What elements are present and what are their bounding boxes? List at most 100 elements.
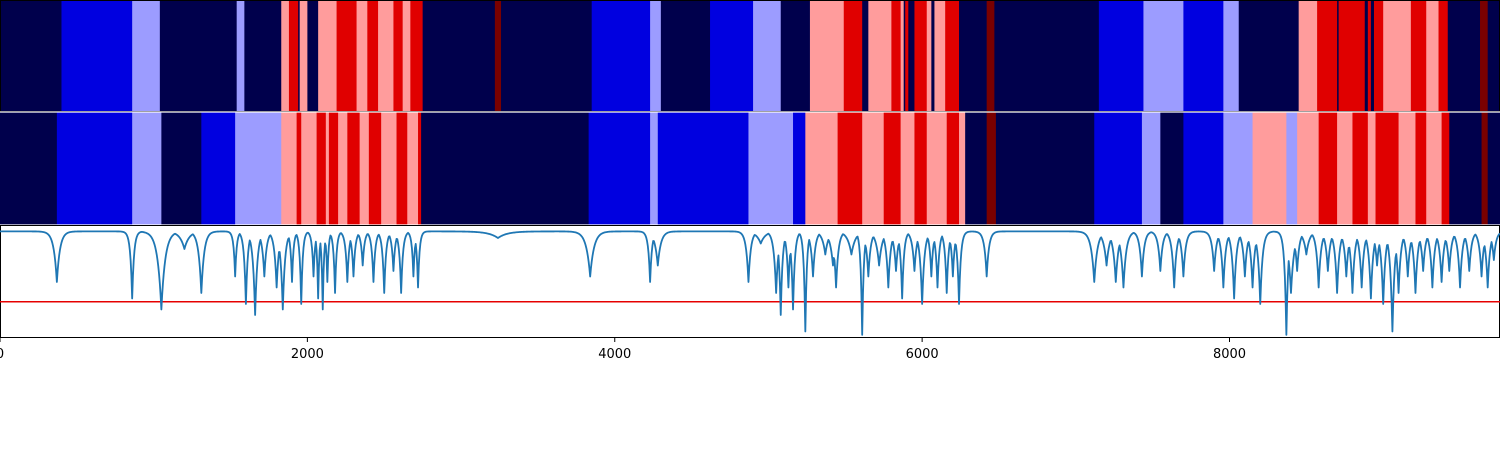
heatmap-cell-row1-10 bbox=[325, 112, 330, 225]
heatmap-cell-row0-27 bbox=[780, 0, 811, 112]
heatmap-cell-row1-53 bbox=[1415, 112, 1427, 225]
heatmap-cell-row0-28 bbox=[809, 0, 845, 112]
x-tick-label-6000: 6000 bbox=[906, 347, 939, 362]
heatmap-cell-row0-0 bbox=[0, 0, 63, 112]
heatmap-cell-row0-1 bbox=[61, 0, 133, 112]
heatmap-cell-row0-24 bbox=[660, 0, 711, 112]
heatmap-cell-row0-33 bbox=[900, 0, 905, 112]
heatmap-cell-row0-19 bbox=[422, 0, 496, 112]
heatmap-cell-row1-47 bbox=[1318, 112, 1338, 225]
heatmap-cell-row1-22 bbox=[650, 112, 659, 225]
heatmap-cell-row0-18 bbox=[410, 0, 424, 112]
heatmap-cell-row0-13 bbox=[356, 0, 368, 112]
heatmap-cell-row1-36 bbox=[965, 112, 988, 225]
heatmap-cell-row0-7 bbox=[288, 0, 299, 112]
heatmap-cell-row1-33 bbox=[926, 112, 948, 225]
heatmap-cell-row0-43 bbox=[986, 0, 995, 112]
x-axis: 0 2000 4000 6000 8000 bbox=[0, 338, 1246, 362]
heatmap-cell-row1-7 bbox=[296, 112, 302, 225]
heatmap-cell-row0-34 bbox=[903, 0, 906, 112]
heatmap-cell-row0-22 bbox=[591, 0, 651, 112]
heatmap-cell-row0-3 bbox=[159, 0, 238, 112]
heatmap-cell-row1-45 bbox=[1286, 112, 1298, 225]
heatmap-cell-row0-32 bbox=[891, 0, 902, 112]
heatmap-cell-row1-3 bbox=[161, 112, 202, 225]
heatmap-cell-row0-42 bbox=[959, 0, 988, 112]
heatmap-cell-row0-47 bbox=[1183, 0, 1224, 112]
heatmap-cell-row0-64 bbox=[1447, 0, 1481, 112]
heatmap-cell-row1-58 bbox=[1487, 112, 1500, 225]
heatmap-cell-row0-51 bbox=[1298, 0, 1318, 112]
heatmap-cell-row1-41 bbox=[1160, 112, 1184, 225]
heatmap-cell-row1-27 bbox=[805, 112, 839, 225]
heatmap-cell-row0-20 bbox=[494, 0, 502, 112]
heatmap-cell-row0-4 bbox=[236, 0, 245, 112]
heatmap-cell-row0-23 bbox=[650, 0, 662, 112]
signal-line-panel bbox=[0, 225, 1500, 338]
heatmap-cell-row0-10 bbox=[307, 0, 319, 112]
heatmap-cell-row1-30 bbox=[883, 112, 902, 225]
heatmap-cell-row0-50 bbox=[1260, 0, 1300, 112]
heatmap-cell-row0-26 bbox=[753, 0, 782, 112]
heatmap-cell-row1-35 bbox=[959, 112, 966, 225]
heatmap-cell-row0-40 bbox=[934, 0, 946, 112]
heatmap-cell-row0-48 bbox=[1223, 0, 1240, 112]
heatmap-cell-row1-43 bbox=[1223, 112, 1254, 225]
heatmap-cell-row1-28 bbox=[837, 112, 863, 225]
heatmap-cell-row0-35 bbox=[905, 0, 909, 112]
heatmap-cell-row0-66 bbox=[1487, 0, 1500, 112]
heatmap-cell-row0-55 bbox=[1364, 0, 1369, 112]
heatmap-cell-row1-37 bbox=[986, 112, 997, 225]
heatmap-cell-row0-52 bbox=[1317, 0, 1338, 112]
x-tick-label-2000: 2000 bbox=[291, 347, 324, 362]
heatmap-cell-row0-57 bbox=[1370, 0, 1375, 112]
heatmap-cell-row1-48 bbox=[1337, 112, 1354, 225]
heatmap-cell-row1-42 bbox=[1183, 112, 1224, 225]
heatmap-cell-row0-49 bbox=[1238, 0, 1261, 112]
x-tick-label-0: 0 bbox=[0, 347, 4, 362]
heatmap-cell-row1-1 bbox=[56, 112, 133, 225]
heatmap-cell-row1-4 bbox=[201, 112, 236, 225]
heatmap-cell-row1-29 bbox=[862, 112, 885, 225]
heatmap-cell-row0-41 bbox=[945, 0, 960, 112]
heatmap-cell-row0-46 bbox=[1143, 0, 1184, 112]
heatmap-cell-row0-37 bbox=[914, 0, 928, 112]
x-tick-label-4000: 4000 bbox=[598, 347, 631, 362]
heatmap-cell-row1-14 bbox=[359, 112, 370, 225]
heatmap-cell-row0-16 bbox=[393, 0, 404, 112]
heatmap-cell-row1-25 bbox=[782, 112, 794, 225]
heatmap-cell-row0-44 bbox=[994, 0, 1100, 112]
heatmap-cell-row1-52 bbox=[1398, 112, 1417, 225]
heatmap-cell-row0-21 bbox=[501, 0, 593, 112]
heatmap-cell-row0-29 bbox=[843, 0, 863, 112]
heatmap-cell-row1-6 bbox=[281, 112, 298, 225]
heatmap-cell-row1-51 bbox=[1375, 112, 1400, 225]
heatmap-row-bottom bbox=[0, 112, 1500, 225]
heatmap-cell-row1-0 bbox=[0, 112, 58, 225]
heatmap-cell-row0-58 bbox=[1373, 0, 1384, 112]
heatmap-cell-row1-54 bbox=[1426, 112, 1443, 225]
heatmap-cell-row1-18 bbox=[407, 112, 419, 225]
heatmap-cell-row1-16 bbox=[381, 112, 398, 225]
heatmap-cell-row1-34 bbox=[946, 112, 960, 225]
heatmap-cell-row0-17 bbox=[402, 0, 411, 112]
heatmap-cell-row1-50 bbox=[1367, 112, 1377, 225]
heatmap-cell-row0-12 bbox=[336, 0, 358, 112]
heatmap-cell-row1-24 bbox=[748, 112, 783, 225]
heatmap-cell-row0-6 bbox=[281, 0, 290, 112]
heatmap-cell-row1-26 bbox=[793, 112, 806, 225]
heatmap-cell-row0-45 bbox=[1098, 0, 1145, 112]
heatmap-cell-row0-61 bbox=[1410, 0, 1427, 112]
heatmap-cell-row1-38 bbox=[995, 112, 1095, 225]
heatmap-cell-row1-31 bbox=[900, 112, 916, 225]
heatmap-cell-row1-19 bbox=[418, 112, 422, 225]
heatmap-cell-row1-40 bbox=[1141, 112, 1161, 225]
heatmap-cell-row0-30 bbox=[862, 0, 869, 112]
heatmap-cell-row0-2 bbox=[132, 0, 161, 112]
heatmap-cell-row1-8 bbox=[301, 112, 318, 225]
heatmap-cell-row1-56 bbox=[1449, 112, 1483, 225]
heatmap-cell-row1-23 bbox=[657, 112, 750, 225]
heatmap-cell-row0-36 bbox=[908, 0, 916, 112]
heatmap-cell-row1-57 bbox=[1481, 112, 1489, 225]
